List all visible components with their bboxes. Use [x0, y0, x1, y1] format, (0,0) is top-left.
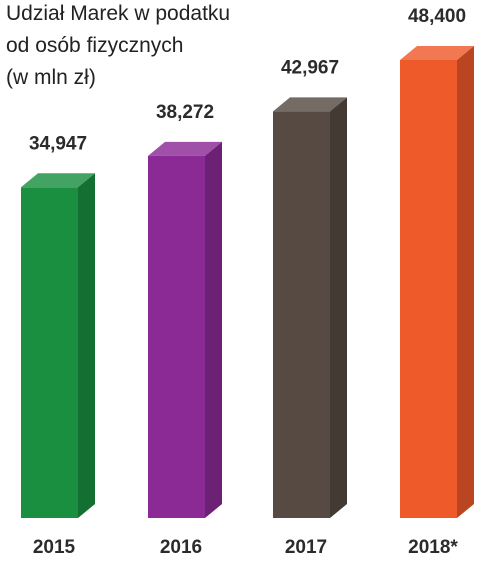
bar-front-face: [148, 155, 205, 518]
chart-title-line-3: (w mln zł): [6, 66, 96, 89]
value-label-2018: 48,400: [408, 6, 466, 27]
category-label-2016: 2016: [160, 537, 202, 558]
bar-front-face: [21, 187, 78, 519]
bar-2018: [400, 46, 474, 518]
category-label-2018: 2018*: [408, 537, 458, 558]
bars-group: 34,947 2015 38,272 2016 42,967 2017 48,400 2018…: [21, 6, 474, 558]
chart-title-line-1: Udział Marek w podatku: [6, 2, 230, 25]
bar-2016: [148, 141, 222, 518]
value-label-2017: 42,967: [281, 57, 339, 78]
bar-top-face: [21, 173, 95, 188]
category-label-2017: 2017: [285, 537, 327, 558]
bar-2015: [21, 173, 95, 519]
value-label-2015: 34,947: [29, 133, 87, 154]
bar-top-face: [400, 46, 474, 60]
bar-2017: [273, 97, 347, 519]
value-label-2016: 38,272: [156, 102, 214, 123]
chart-title-line-2: od osób fizycznych: [6, 34, 183, 57]
bar-side-face: [78, 173, 95, 519]
chart-title: Udział Marek w podatku od osób fizycznyc…: [6, 2, 230, 89]
bar-top-face: [273, 97, 347, 112]
bar-top-face: [148, 141, 222, 156]
bar-front-face: [273, 111, 330, 519]
bar-side-face: [205, 141, 222, 518]
bar-side-face: [457, 46, 474, 518]
bar-side-face: [330, 97, 347, 519]
category-label-2015: 2015: [33, 537, 76, 558]
bar-front-face: [400, 60, 457, 518]
